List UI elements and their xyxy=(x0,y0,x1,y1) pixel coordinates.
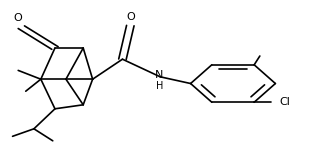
Text: H: H xyxy=(155,81,163,91)
Text: Cl: Cl xyxy=(279,97,290,107)
Text: O: O xyxy=(127,12,135,22)
Text: O: O xyxy=(13,13,22,23)
Text: N: N xyxy=(155,70,163,80)
